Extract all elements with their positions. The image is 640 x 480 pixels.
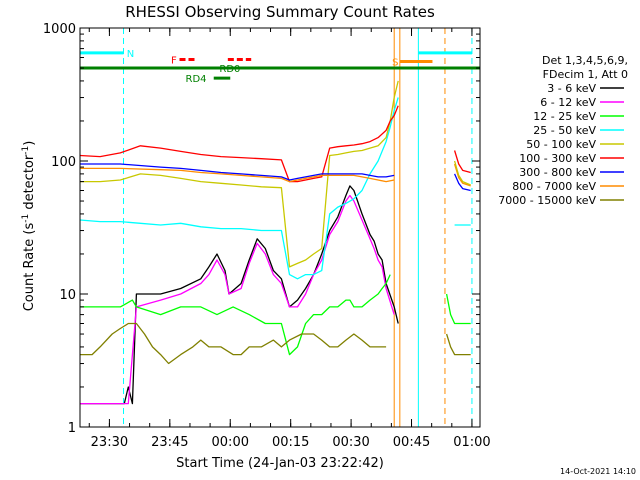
y-axis-label-part: )	[22, 141, 37, 146]
series-line-after-gap-300-800-kev	[454, 173, 471, 192]
x-tick-label: 00:15	[272, 435, 309, 450]
x-tick-label: 00:00	[212, 435, 249, 450]
legend-entry-label: 800 - 7000 keV	[512, 180, 596, 193]
y-tick-label: 100	[51, 155, 76, 170]
y-axis-label-superscript: -1	[21, 146, 31, 155]
y-axis-label-part: detector	[22, 154, 37, 214]
series-line-100-300-kev	[79, 105, 399, 183]
series-line-50-100-kev	[80, 80, 399, 268]
legend-header-line: FDecim 1, Att 0	[543, 68, 628, 81]
series-line-after-gap-7000-15000-kev	[445, 333, 471, 356]
x-tick-label: 00:30	[332, 435, 369, 450]
series-line-800-7000-kev	[80, 167, 395, 183]
flag-label-f: F	[171, 55, 177, 66]
flag-label-rd4: RD4	[186, 74, 207, 85]
footer-timestamp: 14-Oct-2021 14:10	[560, 467, 636, 476]
y-axis-label-superscript: -1	[21, 214, 31, 223]
axes: 1 10 100 1000 23:30 23:45 00:00 00:15 00:30 00:45…	[43, 22, 491, 450]
flag-label-rd0: RD0	[219, 64, 240, 75]
legend: Det 1,3,4,5,6,9, FDecim 1, Att 0 3 - 6 k…	[498, 54, 628, 207]
series-line-12-25-kev	[80, 274, 391, 356]
series-line-3-6-kev	[80, 185, 399, 405]
series-line-after-gap-50-100-kev	[453, 160, 471, 186]
legend-entry-label: 25 - 50 keV	[533, 124, 596, 137]
y-tick-label: 10	[59, 288, 76, 303]
legend-entry-label: 300 - 800 keV	[519, 166, 596, 179]
plot-frame	[79, 27, 481, 428]
flag-bars: N S F RD0 RD4	[80, 49, 480, 85]
legend-entry-label: 12 - 25 keV	[533, 110, 596, 123]
series-line-after-gap-12-25-kev	[445, 293, 471, 325]
chart-marks	[79, 28, 473, 427]
y-axis-label: Count Rate (s-1 detector-1)	[21, 141, 37, 312]
x-tick-label: 01:00	[453, 435, 490, 450]
x-axis-label: Start Time (24-Jan-03 23:22:42)	[176, 456, 384, 471]
x-tick-label: 00:45	[393, 435, 430, 450]
legend-entry-label: 7000 - 15000 keV	[498, 194, 596, 207]
y-tick-label: 1	[68, 421, 76, 436]
chart-title: RHESSI Observing Summary Count Rates	[125, 3, 435, 21]
flag-label-s: S	[392, 57, 398, 68]
legend-entry-label: 100 - 300 keV	[519, 152, 596, 165]
series-line-7000-15000-kev	[80, 322, 387, 365]
y-tick-label: 1000	[43, 22, 76, 37]
legend-entry-label: 50 - 100 keV	[526, 138, 596, 151]
x-tick-label: 23:30	[91, 435, 128, 450]
legend-header-line: Det 1,3,4,5,6,9,	[542, 54, 628, 67]
series-line-after-gap-800-7000-kev	[453, 163, 471, 187]
series-line-6-12-kev	[80, 194, 395, 405]
flag-label-n: N	[127, 49, 134, 60]
legend-entry-label: 6 - 12 keV	[540, 96, 596, 109]
series-line-300-800-kev	[80, 163, 395, 181]
series-line-25-50-kev	[79, 97, 399, 280]
x-tick-label: 23:45	[151, 435, 188, 450]
series-line-after-gap-100-300-kev	[453, 150, 471, 174]
y-axis-label-part: Count Rate (s	[22, 223, 37, 312]
legend-entry-label: 3 - 6 keV	[547, 82, 596, 95]
